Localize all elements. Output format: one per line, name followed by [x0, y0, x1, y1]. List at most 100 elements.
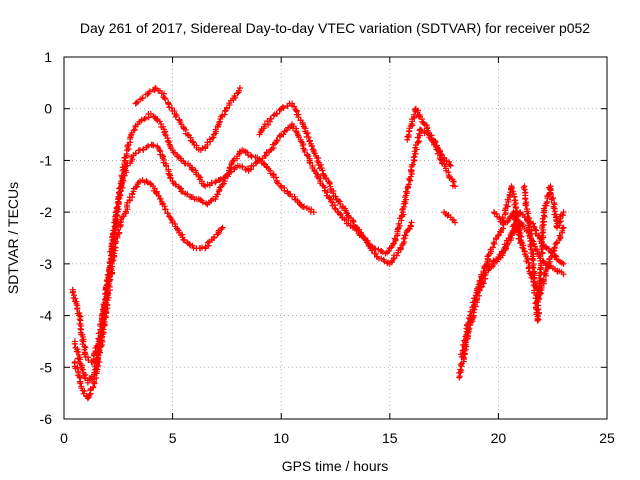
data-marker	[510, 222, 517, 229]
data-marker	[212, 179, 219, 186]
data-marker	[184, 131, 191, 138]
data-marker	[147, 180, 154, 187]
data-marker	[280, 104, 287, 111]
gridlines	[64, 57, 607, 419]
data-marker	[247, 152, 254, 159]
data-marker	[216, 184, 223, 191]
data-marker	[550, 205, 557, 212]
data-marker	[103, 299, 110, 306]
data-marker	[553, 253, 560, 260]
data-marker	[392, 236, 399, 243]
data-marker	[503, 202, 510, 209]
data-marker	[559, 225, 566, 232]
series-track-5	[256, 100, 415, 267]
data-marker	[405, 181, 412, 188]
data-marker	[143, 178, 150, 185]
data-marker	[516, 227, 523, 234]
data-marker	[547, 191, 554, 198]
data-marker	[202, 243, 209, 250]
data-marker	[560, 224, 567, 231]
data-marker	[432, 139, 439, 146]
data-marker	[236, 85, 243, 92]
data-marker	[115, 194, 122, 201]
data-marker	[538, 260, 545, 267]
data-marker	[214, 231, 221, 238]
y-tick-label: -2	[40, 204, 53, 220]
x-tick-label: 25	[599, 430, 615, 446]
data-marker	[117, 188, 124, 195]
data-marker	[172, 113, 179, 120]
data-marker	[236, 151, 243, 158]
data-marker	[200, 182, 207, 189]
data-marker	[116, 185, 123, 192]
data-marker	[560, 271, 567, 278]
data-marker	[525, 259, 532, 266]
data-marker	[305, 153, 312, 160]
data-marker	[385, 248, 392, 255]
data-marker	[139, 95, 146, 102]
data-marker	[541, 271, 548, 278]
data-marker	[308, 143, 315, 150]
data-marker	[489, 244, 496, 251]
data-marker	[407, 166, 414, 173]
data-marker	[261, 123, 268, 130]
data-marker	[90, 383, 97, 390]
data-marker	[552, 240, 559, 247]
data-marker	[119, 214, 126, 221]
data-marker	[216, 177, 223, 184]
data-marker	[519, 244, 526, 251]
data-marker	[270, 144, 277, 151]
data-marker	[219, 224, 226, 231]
chart-title: Day 261 of 2017, Sidereal Day-to-day VTE…	[80, 20, 590, 36]
data-marker	[144, 142, 151, 149]
data-marker	[535, 316, 542, 323]
data-marker	[369, 247, 376, 254]
data-marker	[169, 219, 176, 226]
data-marker	[457, 361, 464, 368]
data-marker	[217, 176, 224, 183]
data-marker	[146, 88, 153, 95]
data-marker	[416, 138, 423, 145]
data-marker	[273, 179, 280, 186]
data-marker	[189, 138, 196, 145]
data-marker	[280, 131, 287, 138]
data-marker	[407, 222, 414, 229]
data-marker	[239, 164, 246, 171]
axis-ticks	[63, 56, 608, 420]
data-marker	[257, 129, 264, 136]
data-marker	[213, 178, 220, 185]
data-marker	[555, 257, 562, 264]
data-marker	[100, 322, 107, 329]
data-marker	[411, 111, 418, 118]
data-marker	[211, 233, 218, 240]
data-marker	[235, 87, 242, 94]
data-marker	[530, 281, 537, 288]
data-marker	[529, 256, 536, 263]
data-marker	[215, 188, 222, 195]
data-marker	[268, 115, 275, 122]
data-marker	[144, 179, 151, 186]
data-marker	[420, 120, 427, 127]
data-marker	[133, 99, 140, 106]
data-marker	[274, 137, 281, 144]
data-marker	[529, 264, 536, 271]
data-marker	[526, 232, 533, 239]
data-marker	[71, 340, 78, 347]
data-marker	[186, 241, 193, 248]
data-marker	[78, 384, 85, 391]
data-marker	[199, 244, 206, 251]
data-marker	[262, 152, 269, 159]
data-marker	[522, 202, 529, 209]
data-marker	[535, 293, 542, 300]
data-marker	[500, 247, 507, 254]
data-marker	[166, 171, 173, 178]
data-marker	[95, 348, 102, 355]
data-marker	[399, 242, 406, 249]
data-marker	[460, 347, 467, 354]
data-marker	[512, 205, 519, 212]
data-marker	[85, 357, 92, 364]
x-tick-label: 20	[491, 430, 507, 446]
data-marker	[451, 219, 458, 226]
data-marker	[456, 373, 463, 380]
